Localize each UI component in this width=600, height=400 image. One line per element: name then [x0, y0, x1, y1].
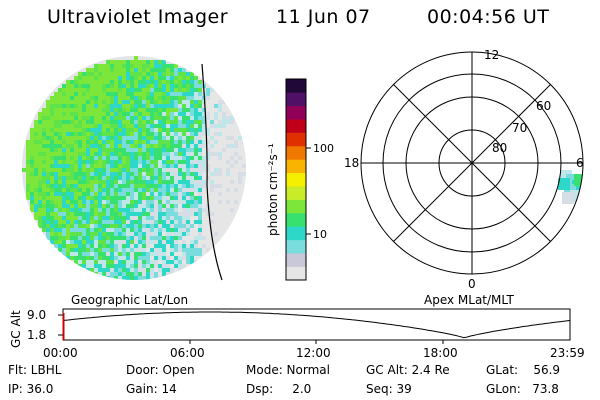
info-glat: GLat: 56.9: [486, 363, 561, 377]
colorbar-cell: [286, 266, 306, 281]
mlt-label-0: 0: [468, 277, 476, 291]
info-filter: Flt: LBHL: [8, 363, 62, 377]
colorbar-label-100: 100: [313, 142, 334, 155]
instrument-title: Ultraviolet Imager: [47, 6, 229, 28]
mlt-label-18: 18: [344, 156, 359, 170]
polar-axis-diag2: [393, 84, 551, 242]
image-time: 00:04:56 UT: [427, 6, 550, 28]
colorbar-cell: [286, 119, 306, 133]
info-gc-alt: GC Alt: 2.4 Re: [366, 363, 450, 377]
earth-disk-image: [22, 56, 246, 281]
colorbar-cell: [286, 79, 306, 93]
alt-xtick-1800: 18:00: [423, 346, 458, 360]
alt-xtick-1200: 12:00: [296, 346, 331, 360]
colorbar-unit-label: photon cm⁻²s⁻¹: [266, 143, 280, 236]
colorbar-cell: [286, 199, 306, 214]
altitude-curve: [62, 311, 571, 339]
colorbar-cell: [286, 186, 306, 200]
alt-ytick-9: 9.0: [27, 308, 46, 322]
alt-ylabel: GC Alt: [9, 310, 23, 348]
colorbar-cell: [286, 132, 306, 147]
info-glon: GLon: 73.8: [486, 382, 559, 396]
terminator-line: [201, 63, 223, 281]
alt-xtick-0600: 06:00: [170, 346, 205, 360]
colorbar-cell: [286, 226, 306, 241]
colorbar-cell: [286, 159, 306, 174]
geographic-label: Geographic Lat/Lon: [71, 293, 188, 307]
info-gain: Gain: 14: [126, 382, 177, 396]
mlat-label-80: 80: [492, 141, 507, 155]
info-door: Door: Open: [126, 363, 195, 377]
mlt-label-6: 6: [576, 156, 584, 170]
alt-ytick-1_8: 1.8: [27, 328, 46, 342]
mlt-label-12: 12: [484, 48, 499, 62]
altitude-plot: 9.0 1.8 GC Alt 00:00 06:00 12:00 18:00 2…: [9, 308, 585, 360]
apex-label: Apex MLat/MLT: [424, 293, 514, 307]
alt-xtick-0000: 00:00: [43, 346, 78, 360]
colorbar: 100 10 photon cm⁻²s⁻¹: [266, 78, 334, 281]
colorbar-label-10: 10: [313, 228, 327, 241]
image-date: 11 Jun 07: [276, 6, 371, 28]
info-mode: Mode: Normal: [246, 363, 330, 377]
colorbar-cell: [286, 146, 306, 160]
info-dsp: Dsp: 2.0: [246, 382, 312, 396]
alt-xtick-2359: 23:59: [550, 346, 585, 360]
info-ip: IP: 36.0: [8, 382, 54, 396]
polar-plot: 12 18 6 0 60 70 80: [344, 48, 584, 291]
colorbar-cell: [286, 239, 306, 254]
mlat-label-70: 70: [512, 121, 527, 135]
colorbar-cell: [286, 172, 306, 187]
info-seq: Seq: 39: [366, 382, 412, 396]
colorbar-cell: [286, 92, 306, 107]
aurora-oval-patch: [558, 170, 583, 204]
colorbar-cell: [286, 105, 306, 120]
mlat-label-60: 60: [536, 99, 551, 113]
colorbar-cell: [286, 213, 306, 227]
colorbar-cell: [286, 253, 306, 267]
